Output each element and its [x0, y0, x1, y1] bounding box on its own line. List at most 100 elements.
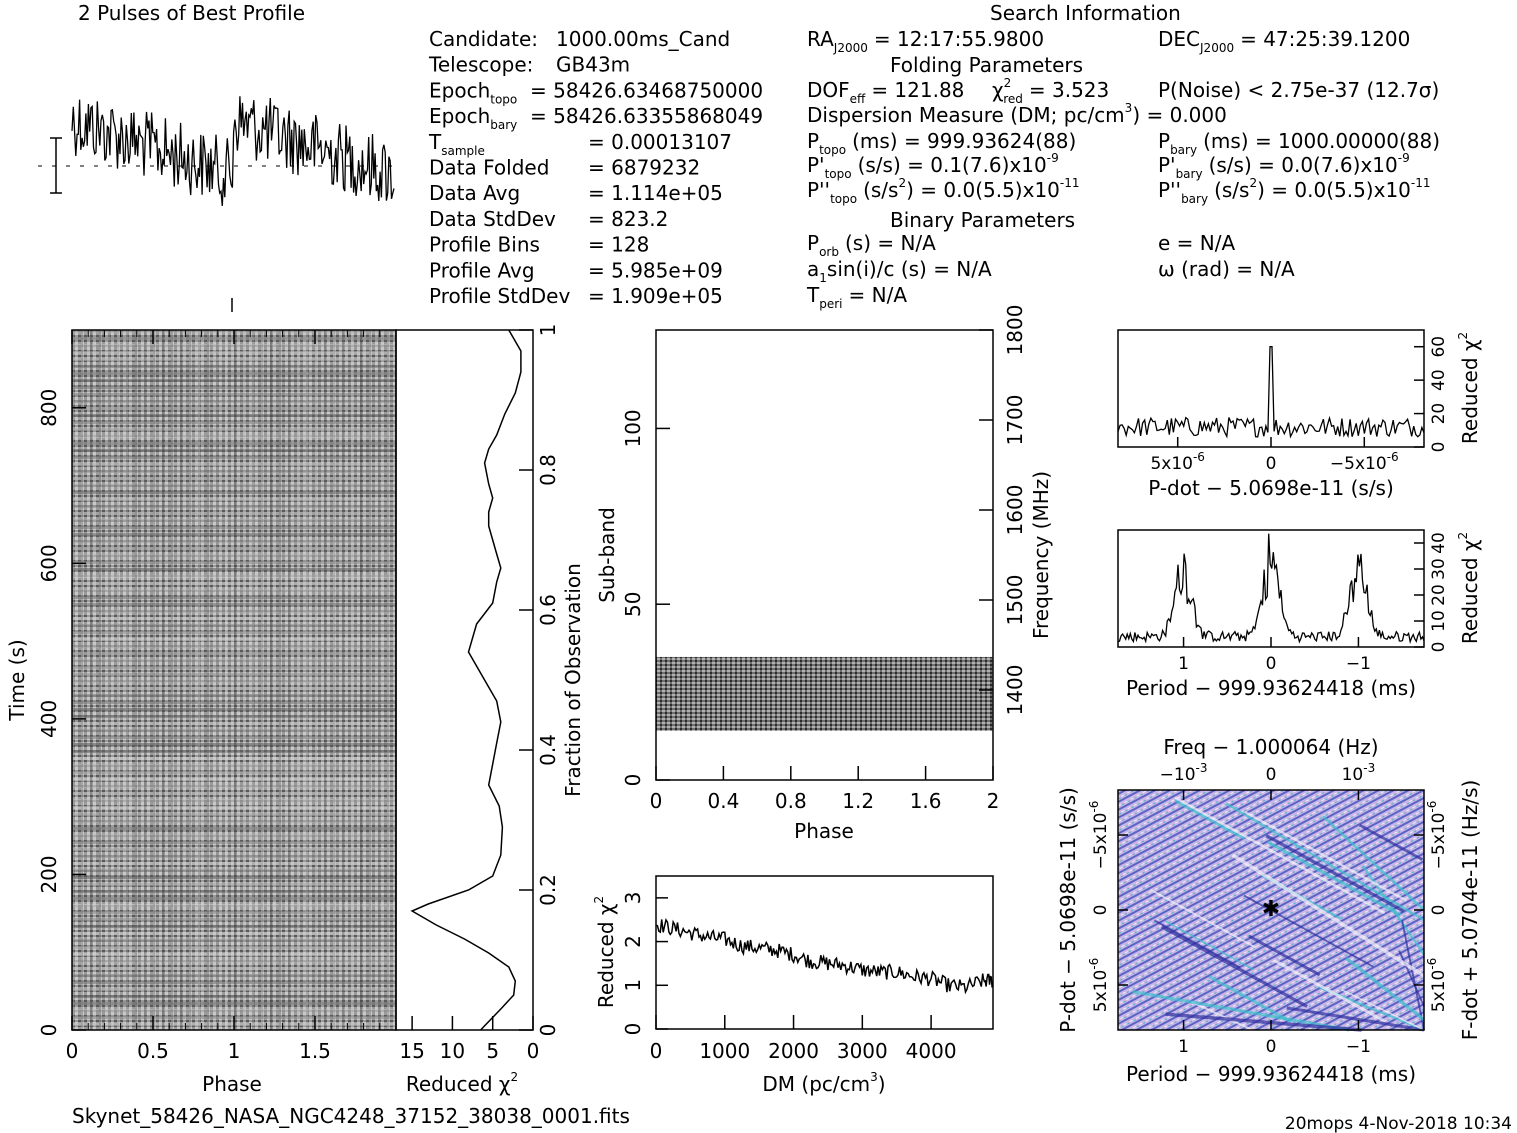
dm-xlabel: DM (pc/cm3): [762, 1070, 885, 1096]
time-row-stripe: [72, 820, 396, 823]
time-row-stripe: [72, 393, 396, 396]
ppdot-xtick-top-label: −10-3: [1160, 761, 1208, 785]
phase-col-stripe: [342, 330, 344, 1030]
time-row-stripe: [72, 414, 396, 417]
phase-col-stripe: [216, 330, 218, 1030]
time-row-stripe: [72, 428, 396, 431]
info-row: Candidate:: [429, 27, 538, 51]
phase-col-stripe: [126, 330, 128, 1030]
period-xtick-label: 0: [1266, 654, 1277, 674]
ppdot-streak: [1243, 894, 1374, 968]
search-info: RAJ2000 = 12:17:55.9800 DECJ2000 = 47:25:3…: [806, 27, 1440, 311]
ppdot-streak: [1165, 920, 1254, 971]
time-row-stripe: [72, 631, 396, 634]
phase-col-stripe: [90, 330, 92, 1030]
time-phase-xlabel: Phase: [202, 1072, 262, 1096]
time-row-stripe: [72, 589, 396, 592]
subband-ylabel-right: Frequency (MHz): [1029, 471, 1053, 639]
dm-ylabel: Reduced χ2: [592, 896, 618, 1008]
time-row-stripe: [72, 456, 396, 459]
phase-col-stripe: [279, 330, 281, 1030]
profile-title: 2 Pulses of Best Profile: [78, 1, 305, 25]
tp-ytick-label: 400: [37, 700, 61, 738]
time-row-stripe: [72, 736, 396, 739]
ppdot-streak: [1273, 959, 1385, 1022]
time-row-stripe: [72, 953, 396, 956]
ppdot-ytick-right-label: 0: [1429, 905, 1449, 916]
time-row-stripe: [72, 883, 396, 886]
ppdot-ytick-label: 0: [1091, 905, 1111, 916]
time-row-stripe: [72, 533, 396, 536]
ecc-line: e = N/A: [1158, 231, 1235, 255]
time-row-stripe: [72, 834, 396, 837]
ppdot-ytick-right-label: −5x10-6: [1425, 801, 1449, 870]
info-value: = 1.114e+05: [588, 181, 723, 205]
time-row-stripe: [72, 827, 396, 830]
info-left-column: Candidate: 1000.00ms_Cand Telescope: GB43m E…: [428, 27, 763, 308]
time-row-stripe: [72, 673, 396, 676]
sb-ytick-right-label: 1800: [1003, 305, 1027, 356]
phase-col-stripe: [252, 330, 254, 1030]
ppdot-streak: [1358, 823, 1423, 861]
info-row: Telescope:: [428, 53, 533, 77]
dm-ytick-label: 2: [621, 935, 645, 948]
phase-col-stripe: [360, 330, 362, 1030]
period-ytick-label: 20: [1429, 584, 1449, 606]
time-row-stripe: [72, 869, 396, 872]
pdot-xtick-label: −5x10-6: [1330, 450, 1399, 474]
phase-col-stripe: [333, 330, 335, 1030]
dm-ytick-label: 0: [621, 1023, 645, 1036]
dm-xtick-label: 4000: [906, 1039, 957, 1063]
ct-xtick-label: 10: [440, 1039, 465, 1063]
time-row-stripe: [72, 477, 396, 480]
time-row-stripe: [72, 652, 396, 655]
sb-ytick-right-label: 1500: [1003, 575, 1027, 626]
info-value: = 58426.63468750000: [530, 78, 763, 102]
time-row-stripe: [72, 939, 396, 942]
ct-ytick-label: 0.6: [536, 594, 560, 626]
sb-xtick-label: 0: [650, 789, 663, 813]
time-row-stripe: [72, 344, 396, 347]
dm-xtick-label: 3000: [837, 1039, 888, 1063]
phase-col-stripe: [180, 330, 182, 1030]
phase-col-stripe: [99, 330, 101, 1030]
time-row-stripe: [72, 547, 396, 550]
time-row-stripe: [72, 778, 396, 781]
ct-xtick-label: 15: [399, 1039, 424, 1063]
time-row-stripe: [72, 694, 396, 697]
time-row-stripe: [72, 554, 396, 557]
pddot-topo-line: P''topo (s/s2) = 0.0(5.5)x10-11: [807, 176, 1080, 206]
timestamp: 20mops 4-Nov-2018 10:34: [1285, 1114, 1512, 1133]
time-row-stripe: [72, 449, 396, 452]
sb-xtick-label: 1.2: [842, 789, 874, 813]
time-row-stripe: [72, 372, 396, 375]
time-row-stripe: [72, 365, 396, 368]
time-row-stripe: [72, 610, 396, 613]
tp-xtick-label: 1: [228, 1039, 241, 1063]
pdot-xtick-label: 5x10-6: [1150, 450, 1204, 474]
subband-frame: [655, 329, 994, 781]
ppdot-streak: [1165, 1012, 1362, 1032]
time-row-stripe: [72, 400, 396, 403]
phase-col-stripe: [378, 330, 380, 1030]
time-row-stripe: [72, 470, 396, 473]
time-row-stripe: [72, 351, 396, 354]
chi-vs-time-plot: 15 10 5 0 0 0.2 0.4 0.6 0.8 1 Reduced χ2 Fraction…: [395, 324, 585, 1096]
ct-ytick-label: 0.4: [536, 734, 560, 766]
ppdot-streak: [1225, 802, 1425, 922]
ppdot-xtick-top-label: 0: [1266, 765, 1277, 785]
time-row-stripe: [72, 757, 396, 760]
time-row-stripe: [72, 498, 396, 501]
time-row-stripe: [72, 995, 396, 998]
chi-time-ylabel: Fraction of Observation: [561, 563, 585, 797]
time-row-stripe: [72, 967, 396, 970]
time-row-stripe: [72, 974, 396, 977]
time-row-stripe: [72, 617, 396, 620]
tp-ytick-label: 600: [37, 544, 61, 582]
info-row: Data Folded: [429, 156, 549, 180]
dec-line: DECJ2000 = 47:25:39.1200: [1158, 27, 1410, 55]
pdot-ytick-label: 60: [1429, 336, 1449, 358]
phase-col-stripe: [153, 330, 155, 1030]
phase-col-stripe: [144, 330, 146, 1030]
